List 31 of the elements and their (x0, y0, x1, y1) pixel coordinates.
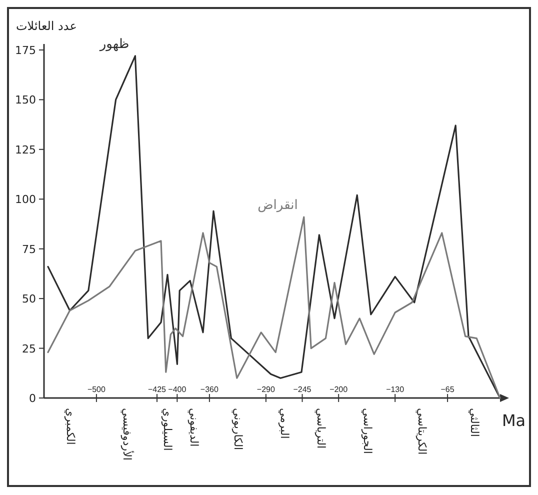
y-tick-label: 0 (29, 392, 36, 405)
x-tick-label: −400 (168, 385, 187, 394)
series-label: انقراض (258, 198, 298, 214)
text: الكمبري (64, 408, 78, 445)
x-axis-title: Ma (502, 411, 526, 430)
text: الديفوني (187, 408, 200, 447)
x-tick-label: −130 (386, 385, 405, 394)
y-tick-label: 175 (15, 44, 36, 57)
x-tick-label: −290 (256, 385, 276, 394)
y-tick-label: 25 (22, 342, 36, 356)
x-tick-label: −200 (330, 385, 348, 394)
y-axis-title: عدد العائلات (16, 19, 77, 33)
y-tick-label: 75 (22, 242, 36, 256)
y-tick-label: 150 (15, 94, 36, 107)
text: البرمي (278, 408, 292, 439)
x-tick-label: −245 (293, 385, 312, 394)
x-tick-label: −65 (440, 385, 455, 394)
text: الثالثي (468, 408, 481, 437)
text: السيلوري (161, 408, 174, 451)
text: الكاربوني (232, 408, 245, 450)
x-tick-label: −360 (200, 385, 220, 394)
text: الجوراسي (360, 408, 374, 454)
x-tick-label: −425 (148, 385, 167, 394)
text: الأردوفيسي (120, 408, 135, 460)
y-tick-label: 125 (15, 143, 36, 156)
x-tick-label: −500 (87, 385, 106, 394)
series-label: ظهور (98, 36, 130, 52)
y-tick-label: 100 (15, 193, 36, 206)
text: الكريتاسي (415, 408, 428, 455)
y-tick-label: 50 (22, 292, 36, 306)
text: الترياسي (314, 408, 328, 449)
